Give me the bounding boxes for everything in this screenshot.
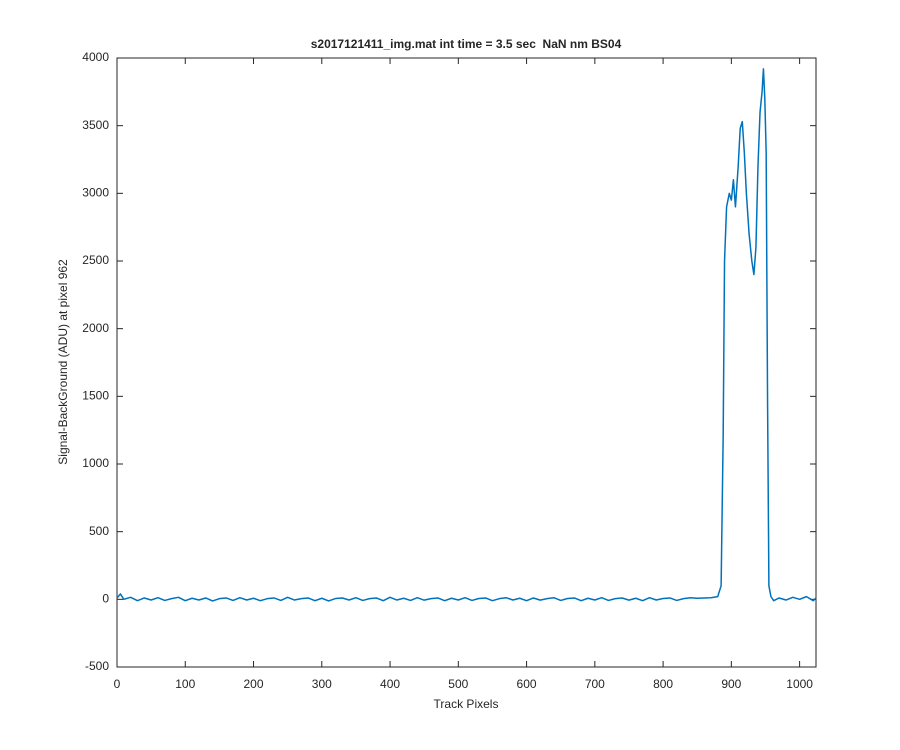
x-tick-label: 1000 — [786, 677, 813, 691]
x-tick-label: 700 — [585, 677, 605, 691]
y-tick-label: 3500 — [82, 118, 109, 132]
y-tick-label: 3000 — [82, 186, 109, 200]
data-line — [116, 68, 817, 602]
x-tick-label: 200 — [244, 677, 264, 691]
x-tick-label: 100 — [175, 677, 195, 691]
x-axis-label: Track Pixels — [434, 697, 499, 711]
x-tick-label: 400 — [380, 677, 400, 691]
x-tick-label: 0 — [114, 677, 121, 691]
x-tick-label: 900 — [721, 677, 741, 691]
axes-box — [116, 57, 817, 668]
y-tick-label: 2500 — [82, 253, 109, 267]
y-tick-label: 4000 — [82, 50, 109, 64]
y-tick-label: 0 — [102, 592, 109, 606]
y-tick-label: -500 — [85, 659, 109, 673]
y-tick-label: 2000 — [82, 321, 109, 335]
y-axis-label: Signal-BackGround (ADU) at pixel 962 — [56, 259, 70, 465]
y-tick-label: 1500 — [82, 389, 109, 403]
x-tick-label: 300 — [312, 677, 332, 691]
x-tick-label: 800 — [653, 677, 673, 691]
y-tick-label: 500 — [89, 524, 109, 538]
x-tick-label: 500 — [448, 677, 468, 691]
y-tick-label: 1000 — [82, 456, 109, 470]
chart-title: s2017121411_img.mat int time = 3.5 sec N… — [311, 37, 622, 51]
x-tick-label: 600 — [517, 677, 537, 691]
